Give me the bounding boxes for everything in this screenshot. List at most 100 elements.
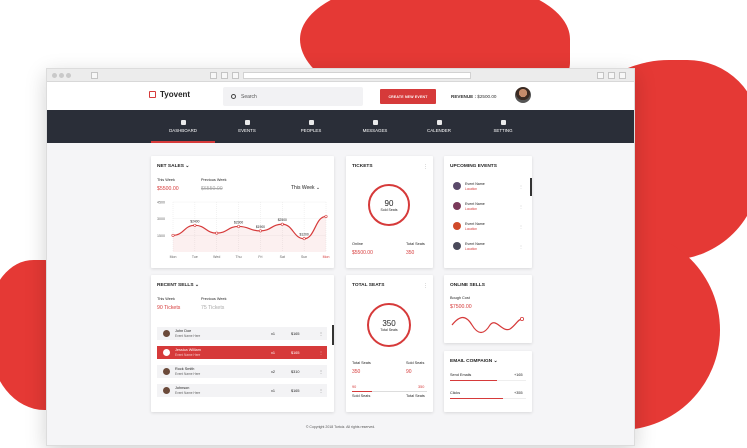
- seats-progress-track: [352, 391, 427, 392]
- send-emails-value: +165: [514, 373, 523, 377]
- event-item[interactable]: Event Name Location ⋮: [453, 240, 523, 252]
- more-icon[interactable]: ⋮: [423, 283, 428, 289]
- tab-label: CALENDER: [427, 128, 451, 133]
- event-avatar: [453, 182, 461, 190]
- x-tick-label: Fri: [258, 255, 262, 259]
- tickets-card: TICKETS ⋮ 90 Sold Seats Online $5500.00 …: [346, 156, 433, 268]
- data-label: $1900: [256, 225, 265, 229]
- more-icon[interactable]: ⋮: [319, 370, 323, 374]
- window-dot[interactable]: [66, 73, 71, 78]
- more-icon[interactable]: ⋮: [519, 223, 523, 229]
- revenue-label: REVENUE :: [451, 94, 477, 99]
- data-point: [171, 233, 175, 237]
- prev-week-label: Previous Week: [201, 178, 227, 182]
- net-sales-chart: 1500 3000 4500 $2400 $2300 $1900 $2500 $1200 Mon…: [157, 201, 329, 260]
- week-filter-dropdown[interactable]: This Week ⌄: [291, 185, 321, 191]
- email-title[interactable]: EMAIL COMPAIGN ⌄: [450, 359, 498, 364]
- table-row[interactable]: John Doe Event Name Here x1 $165 ⋮: [157, 327, 327, 340]
- x-tick-label: Thu: [236, 255, 242, 259]
- event-item[interactable]: Event Name Location ⋮: [453, 200, 523, 212]
- table-row[interactable]: Johnson Event Name Here x1 $165 ⋮: [157, 384, 327, 397]
- seats-sub: Total Seats: [380, 327, 398, 332]
- bough-cost-value: $7500.00: [450, 304, 472, 310]
- data-point: [193, 223, 197, 227]
- brand-logo[interactable]: Tyovent: [149, 90, 190, 99]
- send-emails-label: Send Emails: [450, 373, 472, 377]
- clicks-progress-track: [450, 398, 526, 399]
- tab-setting[interactable]: SETTING: [471, 110, 535, 143]
- more-icon[interactable]: ⋮: [319, 389, 323, 393]
- tab-dashboard[interactable]: DASHBOARD: [151, 110, 215, 143]
- sold-label: Sold Seats: [406, 361, 425, 365]
- total-seats-card: TOTAL SEATS ⋮ 350 Total Seats Total Seat…: [346, 275, 433, 412]
- total-seats-circle: 350 Total Seats: [367, 303, 411, 347]
- toolbar-icon[interactable]: [221, 72, 228, 79]
- toolbar-icon[interactable]: [608, 72, 615, 79]
- calendar-logo-icon: [149, 91, 156, 98]
- window-dot[interactable]: [59, 73, 64, 78]
- scrollbar[interactable]: [530, 178, 532, 196]
- calendar-icon: [436, 120, 442, 125]
- net-sales-title[interactable]: NET SALES ⌄: [157, 164, 190, 169]
- event-avatar: [453, 202, 461, 210]
- online-label: Online: [352, 242, 363, 246]
- browser-window: Tyovent Search CREATE NEW EVENT REVENUE …: [46, 68, 635, 446]
- sold-count: 90: [352, 385, 357, 389]
- people-icon: [308, 120, 314, 125]
- event-item[interactable]: Event Name Location ⋮: [453, 220, 523, 232]
- events-icon: [244, 120, 250, 125]
- prev-week-value: 75 Tickets: [201, 305, 225, 311]
- search-icon: [231, 94, 236, 99]
- tab-label: MESSAGES: [362, 128, 388, 133]
- gear-icon: [500, 120, 506, 125]
- table-row[interactable]: Rock Smith Event Name Here x2 $310 ⋮: [157, 365, 327, 378]
- search-placeholder: Search: [241, 93, 257, 100]
- x-tick-label: Mon: [170, 255, 177, 259]
- toolbar-icon[interactable]: [597, 72, 604, 79]
- search-input[interactable]: Search: [223, 87, 363, 106]
- tab-calender[interactable]: CALENDER: [407, 110, 471, 143]
- tickets-title: TICKETS: [352, 164, 373, 169]
- seats-count: 350: [382, 318, 396, 328]
- clicks-progress-fill: [450, 398, 504, 399]
- toolbar-icon[interactable]: [619, 72, 626, 79]
- create-event-button[interactable]: CREATE NEW EVENT: [380, 89, 436, 104]
- nav-back-icon[interactable]: [91, 72, 98, 79]
- avatar: [163, 368, 170, 375]
- toolbar-icon[interactable]: [232, 72, 239, 79]
- tab-messages[interactable]: MESSAGES: [343, 110, 407, 143]
- total-count: 350: [418, 385, 425, 389]
- event-avatar: [453, 242, 461, 250]
- tab-peoples[interactable]: PEOPLES: [279, 110, 343, 143]
- more-icon[interactable]: ⋮: [319, 351, 323, 355]
- data-point: [280, 222, 284, 226]
- online-value: $5500.00: [352, 250, 373, 256]
- x-tick-label: Tue: [192, 255, 198, 259]
- more-icon[interactable]: ⋮: [519, 183, 523, 189]
- recent-title[interactable]: RECENT SELLS ⌄: [157, 283, 199, 288]
- send-progress-track: [450, 380, 526, 381]
- scrollbar[interactable]: [332, 325, 334, 345]
- more-icon[interactable]: ⋮: [519, 243, 523, 249]
- more-icon[interactable]: ⋮: [423, 164, 428, 170]
- tab-events[interactable]: EVENTS: [215, 110, 279, 143]
- dashboard-icon: [180, 120, 186, 125]
- data-label: $2500: [278, 218, 287, 222]
- y-tick-label: 3000: [157, 217, 165, 221]
- total-value: 350: [406, 250, 415, 256]
- messages-icon: [372, 120, 378, 125]
- prev-week-value: $6550.00: [201, 186, 223, 192]
- window-dot[interactable]: [52, 73, 57, 78]
- address-bar[interactable]: [243, 72, 471, 79]
- table-row-selected[interactable]: Jessica William Event Name Here x1 $165 ⋮: [157, 346, 327, 359]
- toolbar-icon[interactable]: [210, 72, 217, 79]
- event-item[interactable]: Event Name Location ⋮: [453, 180, 523, 192]
- x-tick-label: Sat: [280, 255, 285, 259]
- more-icon[interactable]: ⋮: [519, 203, 523, 209]
- more-icon[interactable]: ⋮: [319, 332, 323, 336]
- user-avatar[interactable]: [515, 87, 531, 103]
- browser-chrome: [47, 69, 634, 82]
- x-tick-label: Wed: [213, 255, 220, 259]
- app-header: Tyovent Search CREATE NEW EVENT REVENUE …: [47, 82, 634, 110]
- online-sells-card: ONLINE SELLS Bough Cost $7500.00: [444, 275, 532, 343]
